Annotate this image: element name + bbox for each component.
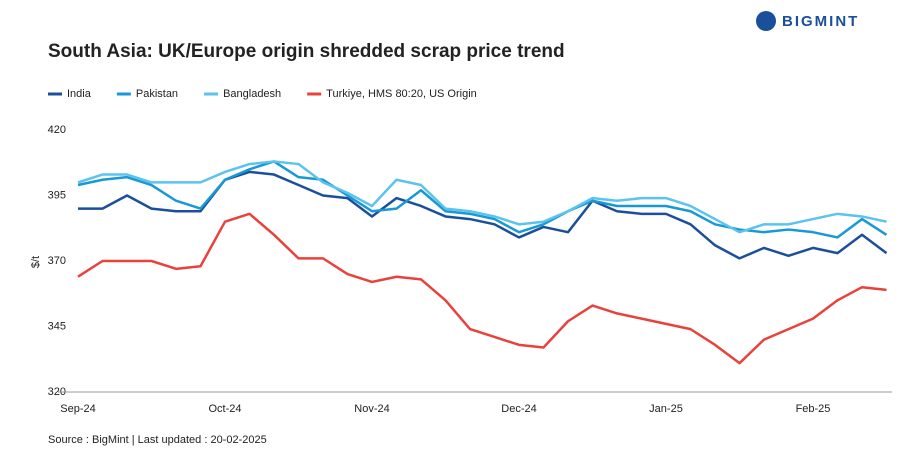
logo-text: BIGMINT (782, 13, 859, 30)
x-tick-label: Nov-24 (354, 403, 389, 415)
y-tick-label: 420 (48, 124, 66, 136)
y-tick-label: 320 (48, 386, 66, 398)
x-tick-label: Dec-24 (501, 403, 536, 415)
chart-title: South Asia: UK/Europe origin shredded sc… (48, 41, 565, 62)
y-tick-label: 345 (48, 320, 66, 332)
x-tick-label: Jan-25 (649, 403, 683, 415)
series-line (77, 160, 887, 234)
y-tick-label: 370 (48, 255, 66, 267)
series-line (78, 170, 888, 260)
series-line (77, 212, 887, 365)
x-tick-label: Oct-24 (208, 403, 241, 415)
y-axis-label: $/t (30, 256, 42, 268)
series-line (77, 160, 888, 239)
x-tick-label: Sep-24 (60, 403, 95, 415)
legend-label: India (67, 88, 92, 100)
x-tick-label: Feb-25 (796, 403, 831, 415)
logo-icon (756, 11, 776, 31)
y-tick-label: 395 (48, 189, 66, 201)
legend-label: Bangladesh (223, 88, 281, 100)
legend-label: Turkiye, HMS 80:20, US Origin (326, 88, 477, 100)
legend-label: Pakistan (136, 88, 178, 100)
source: Source : BigMint | Last updated : 20-02-… (48, 434, 267, 446)
logo: BIGMINT (756, 11, 859, 31)
